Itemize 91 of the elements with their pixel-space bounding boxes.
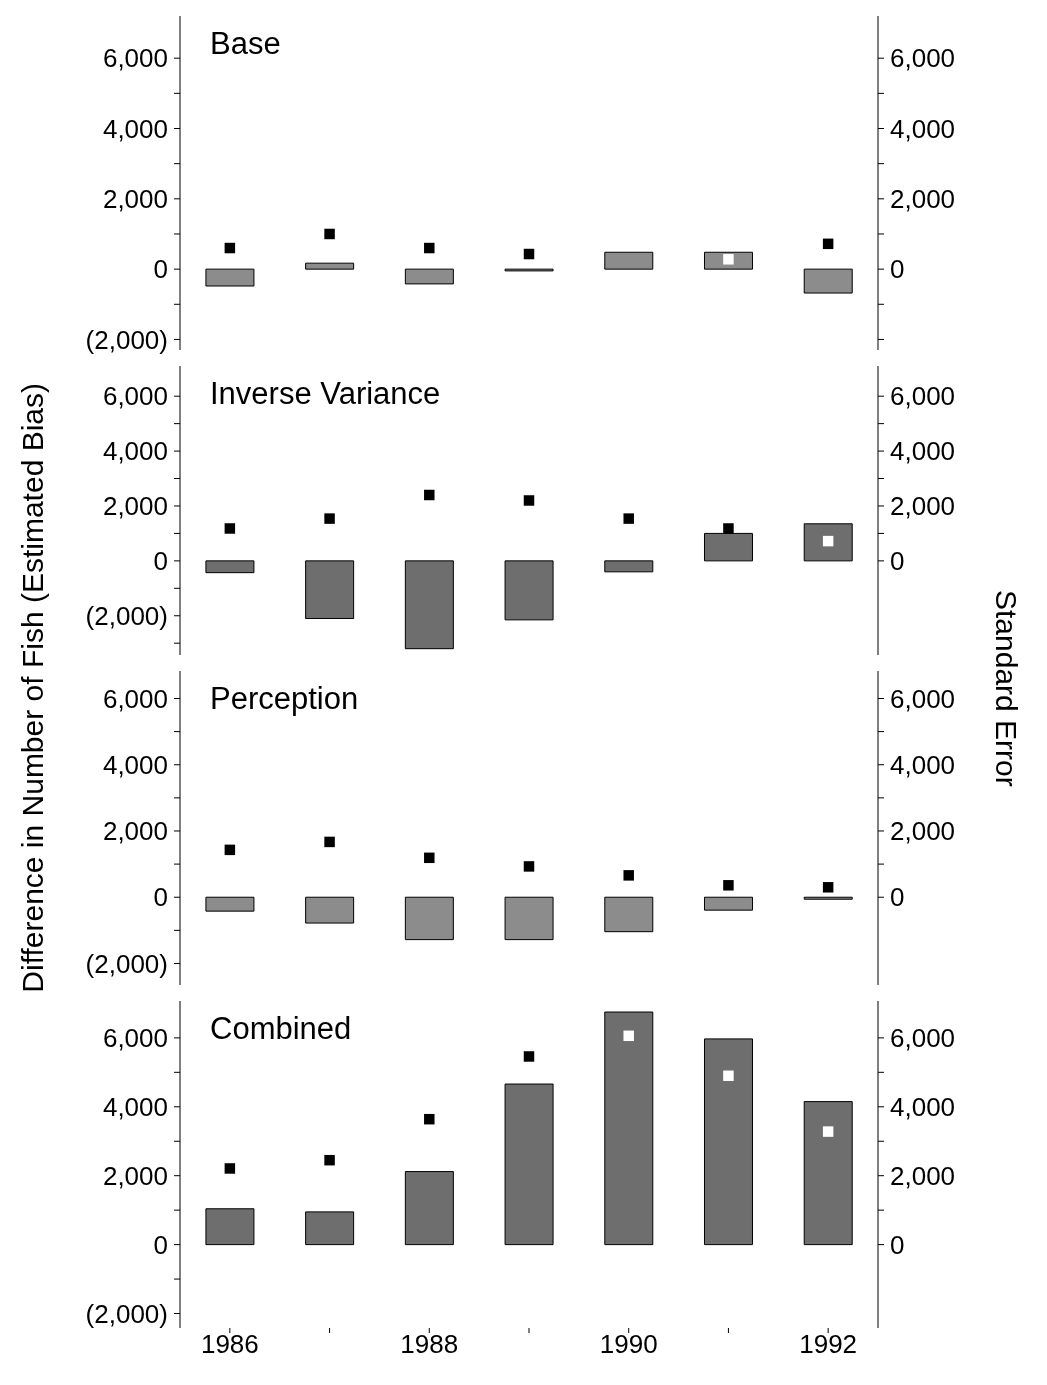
point <box>523 248 535 260</box>
bar <box>604 560 654 573</box>
y-tick-label: 0 <box>153 254 168 285</box>
bar <box>404 268 454 285</box>
point <box>324 836 335 848</box>
bar <box>305 262 355 270</box>
y-tick-label: 0 <box>153 545 168 576</box>
y2-tick-label: 0 <box>890 1229 905 1260</box>
chart-title: Inverse Variance <box>210 376 441 412</box>
point <box>523 1051 535 1062</box>
y2-tick-label: 2,000 <box>890 183 956 214</box>
y2-tick-label: 6,000 <box>890 43 956 74</box>
y-tick-label: (2,000) <box>85 1298 168 1329</box>
y-tick-label: 4,000 <box>102 113 168 144</box>
x-tick-label: 1988 <box>400 1329 459 1360</box>
point <box>224 523 236 534</box>
y-axis-title: Difference in Number of Fish (Estimated Bias) <box>16 383 50 993</box>
point <box>424 242 435 254</box>
point <box>723 254 734 265</box>
y2-tick-label: 4,000 <box>890 1091 956 1122</box>
point <box>623 870 634 881</box>
y-tick-label: (2,000) <box>85 600 168 631</box>
y2-tick-label: 4,000 <box>890 749 956 780</box>
bar <box>504 560 554 621</box>
y2-tick-label: 2,000 <box>890 1160 956 1191</box>
point <box>324 1154 335 1166</box>
y2-tick-label: 0 <box>890 882 905 913</box>
y2-tick-label: 6,000 <box>890 381 956 412</box>
y-tick-label: 2,000 <box>102 491 168 522</box>
bar <box>404 1171 454 1246</box>
point <box>523 861 535 872</box>
point <box>822 238 834 250</box>
x-tick-label: 1986 <box>200 1329 259 1360</box>
bar <box>205 1208 255 1246</box>
point <box>523 495 535 506</box>
y2-tick-label: 6,000 <box>890 683 956 714</box>
y-tick-label: 4,000 <box>102 1091 168 1122</box>
point <box>822 882 834 893</box>
y2-axis-title: Standard Error <box>988 589 1023 787</box>
bar <box>604 1011 654 1246</box>
y-tick-label: 2,000 <box>102 183 168 214</box>
y-tick-label: 0 <box>153 882 168 913</box>
chart-title: Combined <box>210 1011 352 1047</box>
point <box>224 844 236 856</box>
bar <box>205 268 255 287</box>
bar <box>604 251 654 270</box>
point <box>324 228 335 240</box>
y2-tick-label: 4,000 <box>890 113 956 144</box>
y-tick-label: 4,000 <box>102 436 168 467</box>
bar <box>404 560 454 650</box>
chart-title: Base <box>210 26 281 62</box>
y-tick-label: 0 <box>153 1229 168 1260</box>
y-tick-label: 6,000 <box>102 683 168 714</box>
point <box>723 523 734 534</box>
y-tick-label: 4,000 <box>102 749 168 780</box>
point <box>424 852 435 864</box>
point <box>623 1030 634 1042</box>
bar <box>205 560 255 574</box>
y2-tick-label: 2,000 <box>890 491 956 522</box>
bar <box>504 1083 554 1246</box>
y-tick-label: 6,000 <box>102 43 168 74</box>
point <box>623 513 634 524</box>
y-tick-label: 6,000 <box>102 381 168 412</box>
point <box>822 535 834 547</box>
y-tick-label: 2,000 <box>102 1160 168 1191</box>
point <box>324 513 335 524</box>
chart-title: Perception <box>210 681 359 717</box>
x-tick-label: 1990 <box>599 1329 658 1360</box>
bar <box>803 523 853 562</box>
y-tick-label: 6,000 <box>102 1022 168 1053</box>
y-tick-label: 2,000 <box>102 816 168 847</box>
bar <box>305 560 355 619</box>
point <box>224 1163 236 1174</box>
y2-tick-label: 0 <box>890 254 905 285</box>
bar <box>803 1101 853 1246</box>
point <box>822 1126 834 1137</box>
y2-tick-label: 2,000 <box>890 816 956 847</box>
bar <box>803 268 853 294</box>
point <box>723 880 734 891</box>
x-tick-label: 1992 <box>799 1329 858 1360</box>
point <box>224 242 236 254</box>
bar <box>704 1038 753 1246</box>
bar <box>305 1211 355 1246</box>
y2-tick-label: 0 <box>890 545 905 576</box>
y2-tick-label: 4,000 <box>890 436 956 467</box>
y-tick-label: (2,000) <box>85 948 168 979</box>
point <box>424 489 435 501</box>
y2-tick-label: 6,000 <box>890 1022 956 1053</box>
point <box>424 1113 435 1125</box>
point <box>723 1070 734 1082</box>
y-tick-label: (2,000) <box>85 324 168 355</box>
